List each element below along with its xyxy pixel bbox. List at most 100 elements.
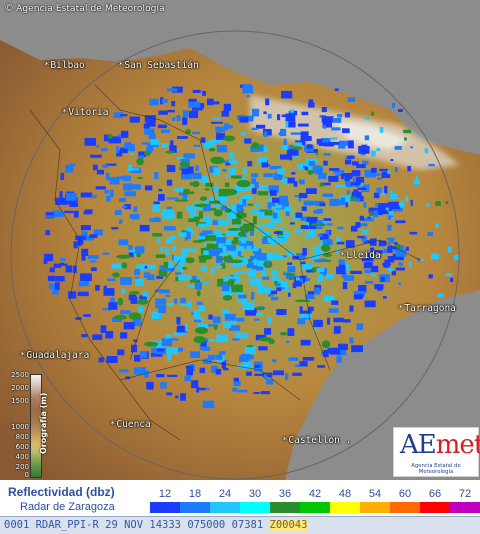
echo-cell [189, 182, 195, 186]
echo-cell [124, 191, 136, 197]
echo-cell [294, 195, 301, 198]
echo-cell [213, 209, 223, 217]
echo-cell [267, 202, 276, 207]
echo-cell [322, 193, 334, 197]
echo-cell [81, 254, 86, 261]
echo-cell [167, 354, 172, 361]
orography-tick: 800 [15, 433, 29, 441]
echo-cell [258, 156, 268, 163]
echo-cell [223, 281, 230, 284]
echo-cell [149, 98, 159, 106]
echo-cell [104, 190, 110, 194]
echo-cell [194, 216, 200, 220]
echo-cell [378, 203, 389, 210]
echo-cell [43, 259, 48, 264]
echo-cell [335, 184, 346, 188]
echo-cell [221, 283, 230, 292]
echo-cell [254, 373, 263, 376]
echo-cell [194, 327, 209, 334]
echo-cell [336, 266, 346, 275]
echo-cell [223, 135, 236, 142]
echo-cell [224, 313, 236, 319]
echo-cell [277, 234, 284, 242]
echo-cell [232, 261, 243, 267]
echo-cell [285, 208, 290, 217]
echo-cell [55, 197, 67, 205]
echo-cell [176, 115, 181, 122]
echo-cell [270, 189, 277, 196]
city-marker-icon: * [398, 304, 404, 314]
agency-name: Agencia Estatal de Meteorología [16, 4, 165, 14]
echo-cell [251, 127, 258, 130]
echo-cell [160, 129, 170, 133]
echo-cell [212, 220, 222, 225]
echo-cell [396, 244, 401, 250]
echo-cell [351, 170, 361, 177]
echo-cell [80, 192, 93, 198]
echo-cell [278, 237, 288, 243]
echo-cell [300, 216, 310, 221]
echo-cell [233, 272, 239, 280]
echo-cell [143, 272, 150, 278]
echo-cell [119, 147, 128, 154]
city-marker-icon: * [118, 61, 124, 71]
echo-cell [198, 387, 206, 391]
echo-cell [174, 199, 189, 202]
echo-cell [327, 141, 340, 145]
echo-cell [156, 374, 165, 378]
echo-cell [409, 261, 412, 267]
echo-cell [373, 250, 383, 254]
echo-cell [300, 310, 312, 317]
echo-cell [200, 137, 206, 143]
echo-cell [106, 172, 110, 181]
echo-cell [74, 210, 79, 218]
echo-cell [263, 111, 267, 115]
echo-cell [264, 209, 273, 216]
echo-cell [377, 177, 382, 180]
echo-cell [89, 234, 98, 238]
echo-cell [204, 188, 210, 191]
echo-cell [245, 184, 254, 189]
echo-cell [197, 223, 210, 228]
echo-cell [263, 252, 274, 261]
echo-cell [322, 122, 332, 128]
echo-cell [345, 160, 351, 165]
echo-cell [344, 112, 350, 118]
echo-cell [117, 176, 123, 180]
echo-cell [222, 309, 230, 317]
echo-cell [208, 248, 219, 257]
echo-cell [175, 259, 187, 264]
echo-cell [399, 201, 405, 207]
echo-cell [232, 338, 240, 341]
echo-cell [370, 247, 374, 252]
echo-cell [136, 157, 144, 166]
echo-cell [163, 215, 173, 220]
echo-cell [213, 204, 222, 208]
echo-cell [60, 172, 65, 180]
echo-cell [428, 274, 433, 279]
echo-cell [160, 97, 164, 105]
echo-cell [138, 306, 144, 313]
echo-cell [144, 341, 159, 347]
echo-cell [181, 230, 188, 233]
echo-cell [166, 338, 179, 341]
echo-cell [95, 285, 100, 291]
echo-cell [343, 263, 349, 271]
echo-cell [283, 271, 286, 276]
echo-cell [107, 134, 113, 139]
echo-cell [415, 175, 418, 179]
echo-cell [271, 270, 278, 277]
echo-cell [293, 181, 298, 187]
echo-cell [342, 128, 350, 134]
echo-cell [379, 127, 384, 133]
echo-cell [281, 90, 293, 99]
echo-cell [345, 156, 352, 163]
echo-cell [301, 206, 307, 211]
echo-cell [313, 255, 318, 260]
echo-cell [301, 264, 314, 270]
echo-cell [202, 176, 209, 184]
echo-cell [200, 341, 207, 347]
echo-cell [93, 164, 98, 171]
echo-cell [237, 184, 248, 192]
echo-cell [276, 287, 282, 292]
